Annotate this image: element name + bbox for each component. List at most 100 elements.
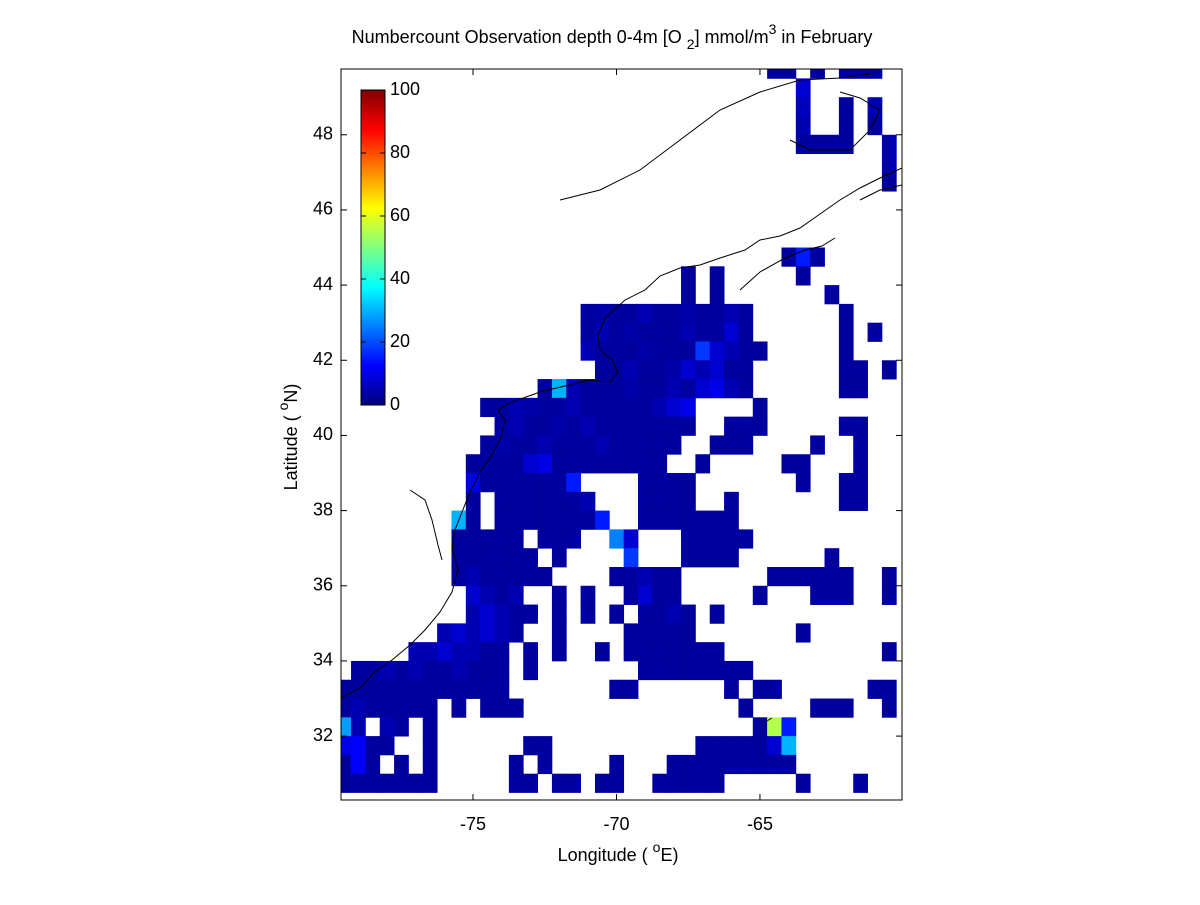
cell bbox=[451, 548, 467, 568]
cell bbox=[494, 491, 510, 512]
cell bbox=[580, 585, 596, 605]
y-tick-label: 34 bbox=[313, 650, 333, 670]
cell bbox=[652, 642, 668, 662]
cell bbox=[422, 698, 438, 718]
cell bbox=[810, 566, 825, 587]
cell bbox=[638, 379, 653, 399]
cell bbox=[867, 679, 883, 699]
cell bbox=[494, 566, 510, 587]
cell bbox=[838, 341, 854, 361]
cell bbox=[810, 585, 825, 605]
cell bbox=[408, 642, 424, 662]
cell bbox=[508, 473, 524, 493]
cell bbox=[623, 322, 639, 342]
cell bbox=[437, 623, 452, 643]
cell bbox=[695, 529, 711, 549]
cell bbox=[795, 97, 811, 117]
cell bbox=[752, 341, 768, 361]
cell bbox=[652, 491, 668, 512]
cell bbox=[351, 660, 366, 681]
cell bbox=[351, 773, 366, 793]
cell bbox=[365, 773, 381, 793]
cell bbox=[551, 491, 567, 512]
cell bbox=[566, 397, 582, 418]
cell bbox=[623, 548, 639, 568]
cell bbox=[724, 548, 739, 568]
cell bbox=[681, 322, 696, 342]
cell bbox=[465, 510, 481, 530]
cell bbox=[551, 604, 567, 624]
cell bbox=[351, 736, 366, 756]
cell bbox=[394, 754, 409, 775]
cell bbox=[523, 566, 538, 587]
cell bbox=[666, 435, 682, 455]
cell bbox=[752, 717, 768, 737]
cell bbox=[537, 491, 553, 512]
cell bbox=[494, 529, 510, 549]
cell bbox=[709, 435, 725, 455]
cell bbox=[508, 623, 524, 643]
cell bbox=[623, 642, 639, 662]
cell bbox=[594, 435, 610, 455]
cell bbox=[422, 660, 438, 681]
cell bbox=[709, 604, 725, 624]
cell bbox=[638, 510, 653, 530]
cell bbox=[523, 397, 538, 418]
cell bbox=[824, 134, 840, 154]
cell bbox=[695, 660, 711, 681]
cell bbox=[480, 548, 495, 568]
cell bbox=[709, 660, 725, 681]
cell bbox=[709, 379, 725, 399]
cell bbox=[709, 773, 725, 793]
cell bbox=[724, 754, 739, 775]
cell bbox=[365, 698, 381, 718]
cell bbox=[351, 698, 366, 718]
cell bbox=[580, 604, 596, 624]
cell bbox=[551, 510, 567, 530]
cell bbox=[537, 397, 553, 418]
cell bbox=[853, 360, 868, 380]
cell bbox=[638, 604, 653, 624]
cell bbox=[537, 754, 553, 775]
cell bbox=[652, 303, 668, 324]
cell bbox=[341, 773, 352, 793]
cell bbox=[652, 454, 668, 474]
cell bbox=[695, 642, 711, 662]
cell bbox=[379, 773, 395, 793]
cell bbox=[709, 266, 725, 286]
cell bbox=[494, 473, 510, 493]
cell bbox=[666, 585, 682, 605]
cell bbox=[838, 473, 854, 493]
cell bbox=[881, 360, 897, 380]
cell bbox=[537, 473, 553, 493]
cell bbox=[523, 642, 538, 662]
cell bbox=[365, 660, 381, 681]
cell bbox=[666, 604, 682, 624]
cell bbox=[838, 134, 854, 154]
cell bbox=[523, 435, 538, 455]
cell bbox=[437, 642, 452, 662]
cell bbox=[666, 360, 682, 380]
cell bbox=[695, 303, 711, 324]
cell bbox=[480, 585, 495, 605]
cell bbox=[523, 736, 538, 756]
cell bbox=[480, 679, 495, 699]
cell bbox=[695, 341, 711, 361]
coast-chesapeake bbox=[409, 489, 443, 561]
cell bbox=[724, 379, 739, 399]
cell bbox=[365, 679, 381, 699]
cell bbox=[494, 604, 510, 624]
cell bbox=[480, 473, 495, 493]
cell bbox=[853, 773, 868, 793]
cell bbox=[638, 585, 653, 605]
cell bbox=[881, 585, 897, 605]
cell bbox=[580, 379, 596, 399]
cell bbox=[838, 322, 854, 342]
colorbar-tick-label: 100 bbox=[390, 79, 420, 99]
cell bbox=[465, 529, 481, 549]
cell bbox=[767, 736, 782, 756]
x-tick-label: -65 bbox=[747, 814, 773, 834]
cell bbox=[480, 435, 495, 455]
cell bbox=[795, 78, 811, 98]
